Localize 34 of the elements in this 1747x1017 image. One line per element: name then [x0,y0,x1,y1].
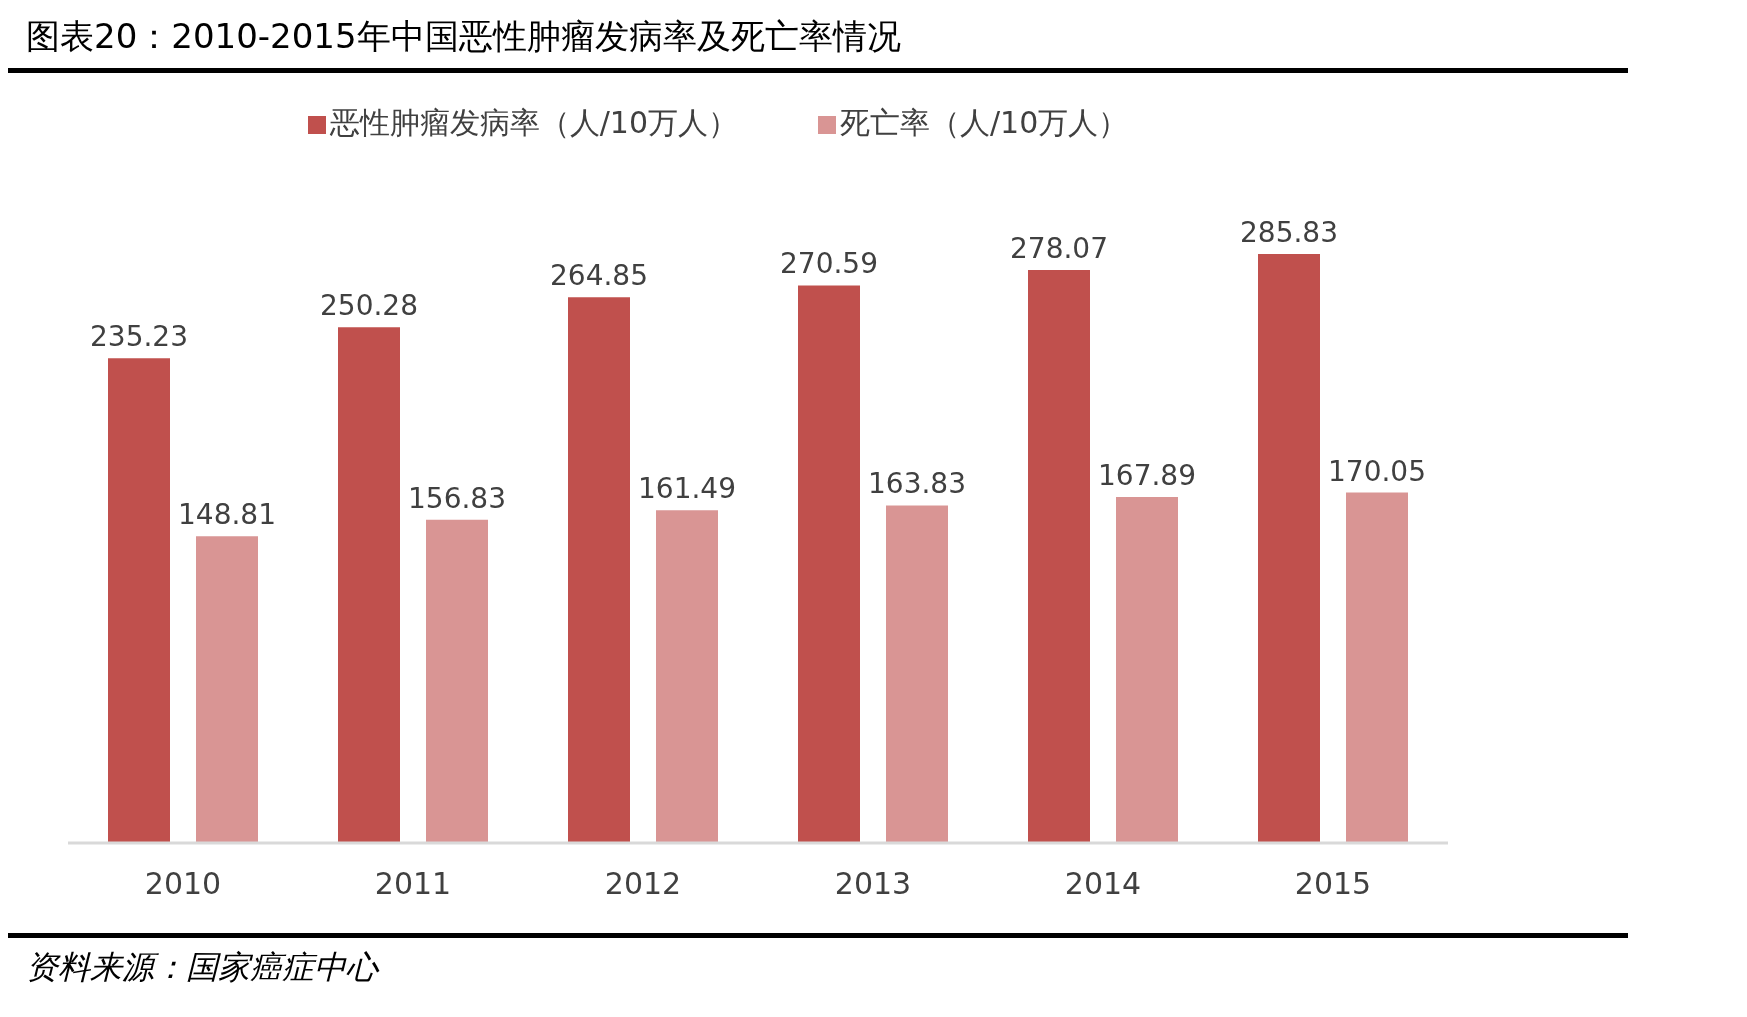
bar [108,358,170,843]
data-label: 170.05 [1328,454,1426,488]
bar [426,519,488,843]
bar [338,327,400,843]
x-tick-label: 2012 [604,866,682,902]
bar [1116,497,1178,843]
data-label: 163.83 [868,467,966,501]
data-label: 278.07 [1010,231,1108,265]
data-label: 161.49 [638,472,736,506]
data-label: 167.89 [1098,459,1196,493]
bar [886,505,948,843]
x-tick-label: 2015 [1294,866,1372,902]
x-tick-label: 2014 [1064,866,1142,902]
data-label: 235.23 [90,320,188,354]
data-label: 156.83 [408,481,506,515]
bar [1346,492,1408,843]
data-label: 250.28 [320,289,418,323]
text: 资料来源：国家癌症中心 [26,947,381,988]
x-tick-label: 2013 [834,866,912,902]
bar [568,297,630,843]
x-tick-label: 2011 [374,866,452,902]
legend-label: 死亡率（人/10万人） [840,105,1129,140]
data-label: 285.83 [1240,216,1338,249]
data-label: 264.85 [550,259,648,293]
chart-title: 图表20：2010-2015年中国恶性肿瘤发病率及死亡率情况 [8,8,1628,73]
bar [196,536,258,843]
data-label: 270.59 [780,247,878,281]
bar [1258,254,1320,843]
data-label: 148.81 [178,498,276,532]
legend-label: 恶性肿瘤发病率（人/10万人） [329,105,738,140]
bar [656,510,718,843]
x-tick-label: 2010 [144,866,222,902]
bar [1028,269,1090,843]
bar [798,285,860,843]
